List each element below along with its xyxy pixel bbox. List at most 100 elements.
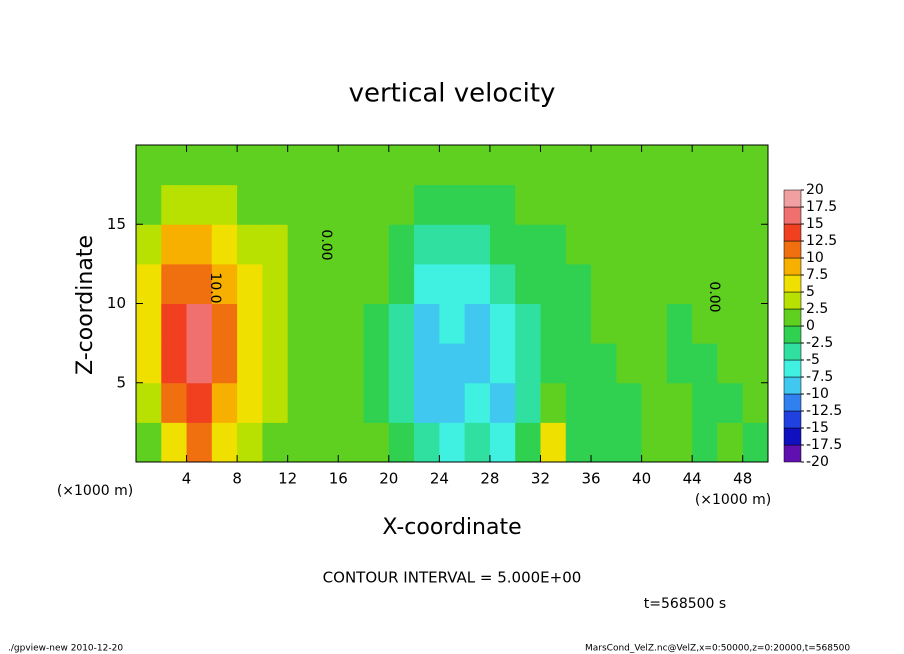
- cell: [540, 263, 567, 304]
- cell: [540, 422, 567, 463]
- cell: [717, 263, 744, 304]
- colorbar-band: [783, 291, 802, 310]
- cell: [237, 224, 263, 265]
- x-tick-label: 8: [232, 470, 242, 488]
- cell: [287, 263, 314, 304]
- colorbar-band: [783, 240, 802, 259]
- cell: [666, 224, 693, 265]
- cell: [641, 382, 668, 423]
- footer: ./gpview-new 2010-12-20: [8, 644, 123, 654]
- contour-label: 0.00: [706, 281, 722, 312]
- x-tick-label: 20: [379, 470, 398, 488]
- cell: [237, 303, 263, 344]
- x-tick-label: 16: [329, 470, 348, 488]
- cell: [211, 382, 238, 423]
- cell: [363, 343, 390, 384]
- cell: [489, 382, 516, 423]
- cell: [515, 224, 541, 265]
- cell: [616, 303, 643, 344]
- cell: [211, 145, 238, 186]
- cell: [641, 145, 668, 186]
- x-tick-label: 36: [581, 470, 600, 488]
- cell: [186, 422, 213, 463]
- cell: [515, 145, 541, 186]
- colorbar-band: [783, 325, 802, 344]
- cell: [414, 303, 440, 344]
- x-unit: (×1000 m): [695, 492, 771, 508]
- footer: MarsCond_VelZ.nc@VelZ,x=0:50000,z=0:2000…: [585, 644, 850, 654]
- cell: [338, 422, 365, 463]
- cell: [211, 184, 238, 225]
- cell: [616, 382, 643, 423]
- colorbar-label: 15: [806, 216, 824, 232]
- cell: [439, 343, 466, 384]
- cell: [363, 145, 390, 186]
- cell: [692, 184, 718, 225]
- cell: [666, 303, 693, 344]
- cell: [161, 184, 188, 225]
- cell: [742, 343, 769, 384]
- cell: [540, 224, 567, 265]
- cell: [489, 303, 516, 344]
- cell: [161, 303, 188, 344]
- cell: [338, 145, 365, 186]
- cell: [666, 184, 693, 225]
- cell: [591, 422, 617, 463]
- cell: [742, 263, 769, 304]
- cell: [211, 343, 238, 384]
- cell: [742, 303, 769, 344]
- cell: [666, 145, 693, 186]
- cell: [565, 263, 592, 304]
- colorbar-label: 2.5: [806, 301, 828, 317]
- cell: [489, 343, 516, 384]
- cell: [186, 382, 213, 423]
- cell: [717, 145, 744, 186]
- cell: [287, 184, 314, 225]
- colorbar-label: -10: [806, 386, 829, 402]
- y-tick-label: 5: [116, 373, 126, 391]
- cell: [136, 382, 162, 423]
- cell: [666, 343, 693, 384]
- colorbar-label: 5: [806, 284, 815, 300]
- cell: [692, 145, 718, 186]
- cell: [540, 343, 567, 384]
- colorbar-label: -7.5: [806, 369, 833, 385]
- colorbar-label: 12.5: [806, 233, 837, 249]
- cell: [312, 382, 339, 423]
- cell: [161, 145, 188, 186]
- colorbar-band: [783, 206, 802, 225]
- cell: [388, 303, 415, 344]
- colorbar-label: -15: [806, 420, 829, 436]
- colorbar-band: [783, 444, 802, 463]
- colorbar-band: [783, 410, 802, 429]
- cell: [338, 303, 365, 344]
- cell: [489, 263, 516, 304]
- cell: [717, 303, 744, 344]
- cell: [287, 303, 314, 344]
- cell: [211, 224, 238, 265]
- cell: [591, 263, 617, 304]
- colorbar-label: -17.5: [806, 437, 842, 453]
- cell: [692, 382, 718, 423]
- contour-label: 10.0: [207, 272, 223, 303]
- cell: [489, 422, 516, 463]
- x-tick-label: 44: [683, 470, 702, 488]
- cell: [414, 224, 440, 265]
- cell: [186, 303, 213, 344]
- cell: [742, 382, 769, 423]
- cell: [414, 184, 440, 225]
- cell: [515, 422, 541, 463]
- colorbar-band: [783, 189, 802, 208]
- x-tick-label: 40: [632, 470, 651, 488]
- cell: [338, 343, 365, 384]
- cell: [388, 184, 415, 225]
- y-axis-label: Z-coordinate: [73, 235, 98, 375]
- cell: [363, 224, 390, 265]
- cell: [565, 184, 592, 225]
- cell: [388, 422, 415, 463]
- cell: [641, 263, 668, 304]
- cell: [666, 382, 693, 423]
- cell: [312, 303, 339, 344]
- cell: [515, 382, 541, 423]
